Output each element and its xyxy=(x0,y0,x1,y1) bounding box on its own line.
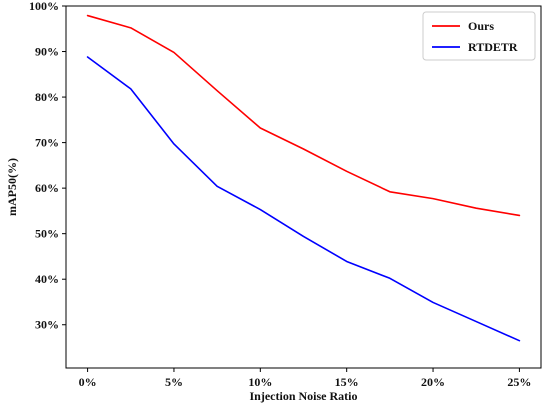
x-tick-label: 25% xyxy=(507,375,531,389)
y-tick-label: 90% xyxy=(35,45,59,59)
x-tick-label: 15% xyxy=(335,375,359,389)
x-tick-label: 5% xyxy=(165,375,183,389)
y-tick-label: 30% xyxy=(35,318,59,332)
y-tick-label: 60% xyxy=(35,181,59,195)
x-axis: 0% 5% 10% 15% 20% 25% xyxy=(79,368,531,389)
series-line-ours xyxy=(86,14,521,217)
y-axis-title: mAP50(%) xyxy=(5,158,19,216)
legend-label-rtdetr: RTDETR xyxy=(468,40,518,54)
legend-box xyxy=(422,11,536,61)
y-tick-label: 50% xyxy=(35,227,59,241)
y-tick-label: 100% xyxy=(29,0,59,13)
legend-label-ours: Ours xyxy=(468,19,494,33)
x-axis-title: Injection Noise Ratio xyxy=(250,389,358,403)
y-tick-label: 40% xyxy=(35,272,59,286)
x-tick-label: 10% xyxy=(248,375,272,389)
series-line-rtdetr xyxy=(86,56,521,342)
y-tick-label: 80% xyxy=(35,90,59,104)
y-tick-label: 70% xyxy=(35,136,59,150)
plot-frame xyxy=(65,5,542,369)
x-tick-label: 20% xyxy=(421,375,445,389)
legend: Ours RTDETR xyxy=(422,11,536,61)
x-tick-label: 0% xyxy=(79,375,97,389)
y-axis: 30% 40% 50% 60% 70% 80% 90% 100% xyxy=(29,0,66,332)
series-layer xyxy=(86,14,521,342)
